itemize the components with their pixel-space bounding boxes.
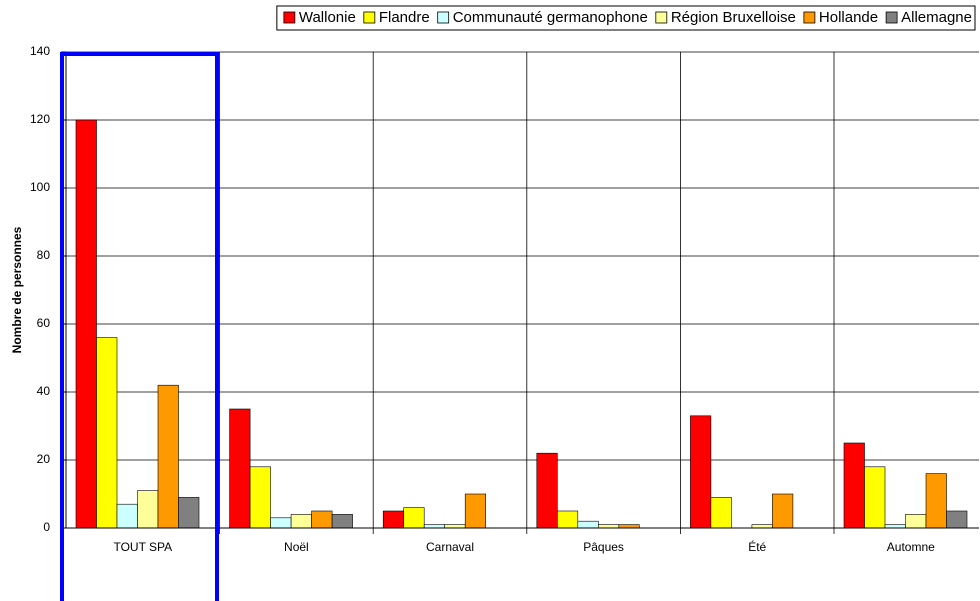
highlight-box [60,52,219,601]
bar [331,514,353,529]
legend-label: Communauté germanophone [453,9,648,26]
bar [96,337,118,529]
bar [116,503,138,529]
bar [464,493,487,529]
y-tick-label: 20 [37,452,51,466]
bar [577,520,599,529]
bar [925,473,947,529]
bar [690,415,712,529]
legend-label: Wallonie [299,9,356,26]
legend-swatch [655,11,668,24]
legend-label: Flandre [379,9,430,26]
bar [290,514,312,529]
legend-swatch [283,11,296,24]
bar [137,490,159,529]
legend-label: Région Bruxelloise [671,9,796,26]
bar [843,442,865,529]
bar [946,510,968,529]
bar [444,524,466,529]
bar [556,510,579,529]
bar [270,517,292,529]
x-tick-label: Automne [887,540,935,554]
legend-swatch [885,11,898,24]
bar [403,507,425,529]
y-tick-label: 80 [37,248,51,262]
y-tick-label: 100 [30,180,50,194]
y-axis-label: Nombre de personnes [10,226,24,353]
bar [75,119,97,529]
bar [751,524,773,529]
x-tick-label: Noël [284,540,309,554]
bar [884,524,906,529]
legend-swatch [803,11,816,24]
legend-swatch [437,11,450,24]
y-tick-label: 60 [37,316,51,330]
bar [864,466,886,529]
legend-frame [276,5,976,31]
x-tick-label: TOUT SPA [113,540,172,554]
bar [178,497,200,529]
bar [710,497,732,529]
x-tick-label: Carnaval [426,540,474,554]
bar [157,384,179,529]
bar [311,510,333,529]
y-tick-label: 120 [30,112,50,126]
bar [618,524,640,529]
legend-swatch [363,11,376,24]
legend-label: Hollande [819,9,878,26]
bar [597,524,620,529]
bar [423,524,446,529]
x-tick-label: Été [748,539,766,554]
bar [249,466,271,529]
legend: Wallonie Flandre Communauté germanophone Ré… [276,5,976,31]
legend-label: Allemagne [901,9,972,26]
bar [772,493,794,529]
bar [905,514,927,529]
y-tick-label: 40 [37,384,51,398]
x-tick-label: Pâques [583,540,624,554]
bar [382,510,405,529]
bar [229,408,251,529]
bar [536,452,558,529]
y-tick-label: 0 [43,520,50,534]
y-tick-label: 140 [30,44,50,58]
